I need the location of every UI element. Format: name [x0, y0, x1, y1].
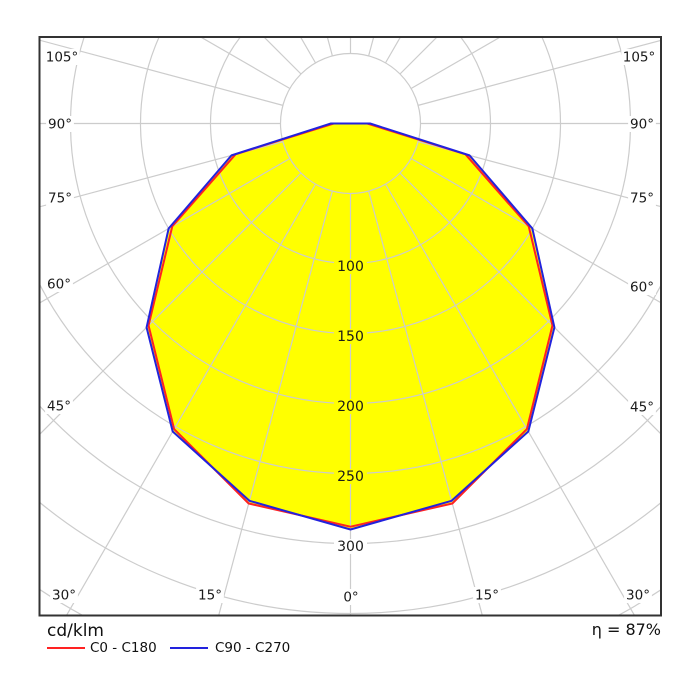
angle-label-bg [340, 589, 362, 605]
legend-label-c0-c180: C0 - C180 [90, 640, 157, 656]
angle-label-bg [46, 190, 74, 206]
angle-label-bg [50, 587, 78, 603]
angle-label-bg [46, 116, 74, 132]
curve-c90-c270 [145, 122, 556, 531]
angle-label-bg [628, 399, 656, 415]
ring-label: 200 [337, 399, 364, 415]
grid-ray [417, 39, 660, 106]
ring-label: 250 [337, 469, 364, 485]
ring-label-bg [334, 259, 367, 274]
angle-label: 75° [630, 191, 654, 207]
angle-label: 60° [47, 277, 71, 293]
grid-ray [410, 38, 500, 90]
angle-label-bg [196, 587, 224, 603]
angle-label: 0° [343, 590, 358, 606]
angle-label-bg [473, 587, 501, 603]
unit-label: cd/klm [47, 621, 104, 641]
angle-label-bg [628, 116, 656, 132]
angle-label-bg [45, 276, 73, 292]
angle-label: 15° [198, 588, 222, 604]
angle-label: 75° [48, 191, 72, 207]
ring-label: 300 [337, 539, 364, 555]
grid-ray [326, 38, 333, 57]
angle-label: 30° [626, 588, 650, 604]
angle-label-bg [44, 49, 80, 65]
efficiency-label: η = 87% [591, 620, 661, 639]
ring-label: 100 [337, 259, 364, 275]
grid-ray [201, 38, 291, 90]
legend-label-c90-c270: C90 - C270 [215, 640, 291, 656]
grid-ray [40, 39, 284, 106]
angle-label: 105° [46, 50, 79, 66]
angle-label-bg [624, 587, 652, 603]
ring-label-bg [334, 539, 367, 554]
legend-line-c0-c180 [47, 647, 85, 649]
angle-label: 90° [630, 117, 654, 133]
angle-label-bg [621, 49, 657, 65]
angle-label: 45° [47, 399, 71, 415]
angle-label: 45° [630, 400, 654, 416]
legend-line-c90-c270 [170, 647, 208, 649]
grid-ray [66, 183, 317, 615]
angle-label-bg [45, 398, 73, 414]
angle-label-bg [628, 190, 656, 206]
angle-label: 90° [48, 117, 72, 133]
grid-ray [417, 141, 660, 208]
grid-ray [368, 38, 375, 57]
angle-label: 60° [630, 280, 654, 296]
ring-label-bg [334, 329, 367, 344]
angle-label: 15° [475, 588, 499, 604]
plot-border [38, 36, 662, 617]
ring-label-bg [334, 469, 367, 484]
grid-ray [40, 172, 302, 435]
angle-label: 105° [623, 50, 656, 66]
grid-ray [384, 183, 635, 615]
ring-label: 150 [337, 329, 364, 345]
ring-label-bg [334, 399, 367, 414]
grid-ray [399, 172, 660, 434]
angle-label: 30° [52, 588, 76, 604]
angle-label-bg [628, 279, 656, 295]
grid-ray [218, 190, 333, 615]
legend: C0 - C180 C90 - C270 [0, 640, 700, 658]
grid-ray [40, 141, 284, 208]
curve-c0-c180 [147, 122, 554, 528]
